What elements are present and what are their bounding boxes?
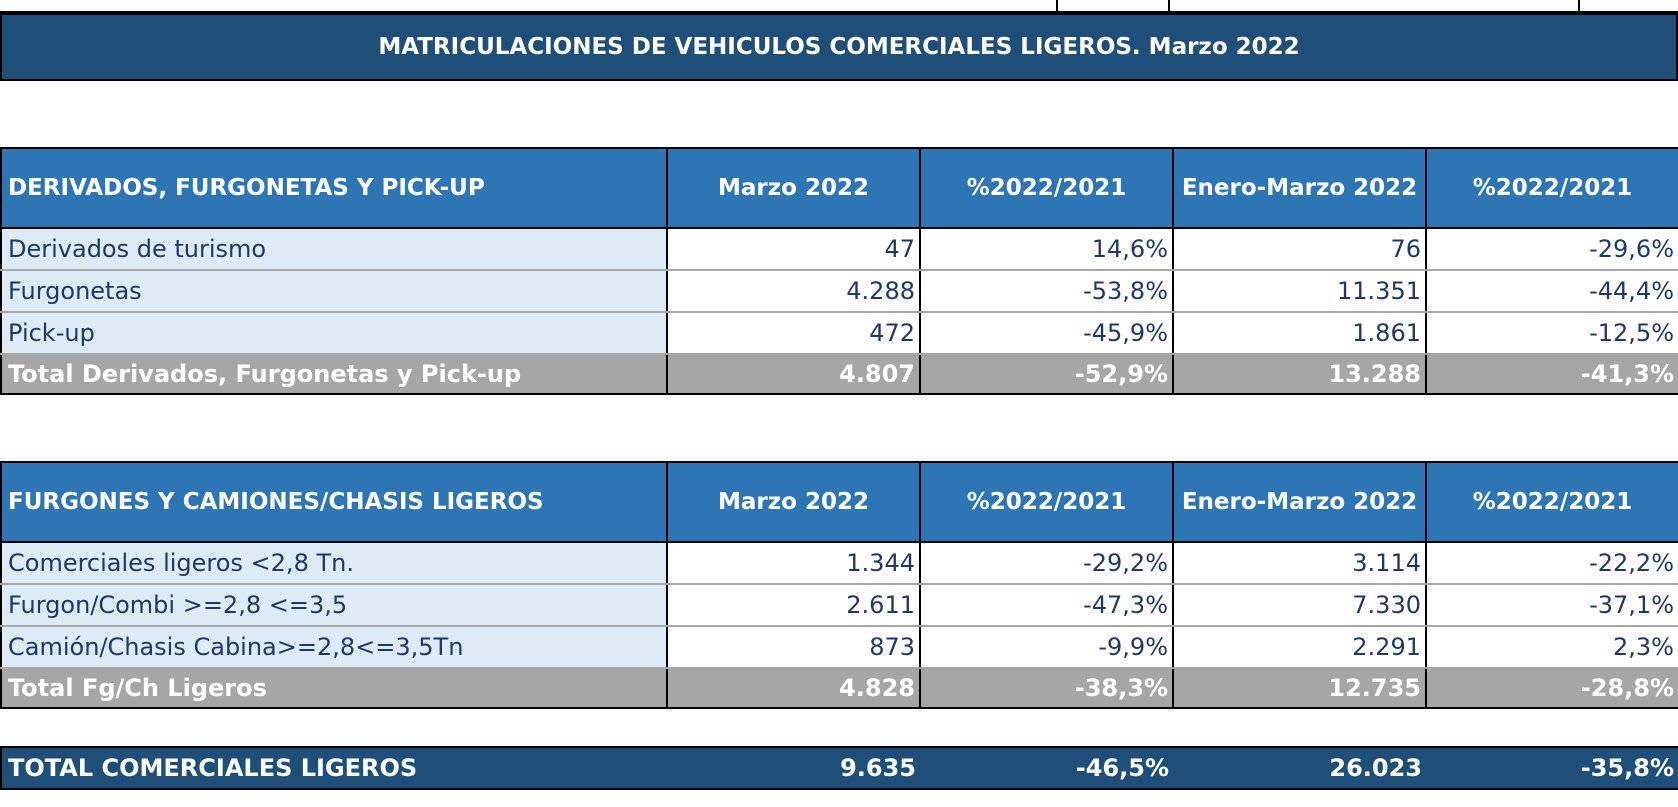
- cell-pct-ytd: -44,4%: [1425, 269, 1678, 313]
- cell-pct-month: -29,2%: [919, 541, 1174, 585]
- column-header-ytd: Enero-Marzo 2022: [1172, 461, 1427, 543]
- total-ytd: 13.288: [1172, 353, 1427, 395]
- cell-month: 47: [666, 227, 921, 271]
- total-label: Total Fg/Ch Ligeros: [0, 667, 668, 709]
- cell-month: 873: [666, 625, 921, 669]
- total-row: Total Fg/Ch Ligeros 4.828 -38,3% 12.735 …: [0, 667, 1678, 709]
- cell-ytd: 2.291: [1172, 625, 1427, 669]
- cell-pct-month: -47,3%: [919, 583, 1174, 627]
- total-label: Total Derivados, Furgonetas y Pick-up: [0, 353, 668, 395]
- table-header-row: DERIVADOS, FURGONETAS Y PICK-UP Marzo 20…: [0, 147, 1678, 229]
- cell-ytd: 76: [1172, 227, 1427, 271]
- section-header: DERIVADOS, FURGONETAS Y PICK-UP: [0, 147, 668, 229]
- report-title: MATRICULACIONES DE VEHICULOS COMERCIALES…: [0, 13, 1678, 81]
- cell-pct-month: -53,8%: [919, 269, 1174, 313]
- cell-ytd: 3.114: [1172, 541, 1427, 585]
- cell-pct-month: 14,6%: [919, 227, 1174, 271]
- cell-pct-ytd: -37,1%: [1425, 583, 1678, 627]
- cell-month: 472: [666, 311, 921, 355]
- grand-total-label: TOTAL COMERCIALES LIGEROS: [0, 746, 667, 790]
- table-row: Comerciales ligeros <2,8 Tn. 1.344 -29,2…: [0, 541, 1678, 585]
- column-divider: [1578, 0, 1580, 12]
- grand-total-month: 9.635: [667, 746, 920, 790]
- row-label: Comerciales ligeros <2,8 Tn.: [0, 541, 668, 585]
- cell-month: 1.344: [666, 541, 921, 585]
- cell-ytd: 7.330: [1172, 583, 1427, 627]
- column-header-month: Marzo 2022: [666, 461, 921, 543]
- table-row: Camión/Chasis Cabina>=2,8<=3,5Tn 873 -9,…: [0, 625, 1678, 669]
- total-pct-month: -52,9%: [919, 353, 1174, 395]
- section-header: FURGONES Y CAMIONES/CHASIS LIGEROS: [0, 461, 668, 543]
- previous-table-edge: [0, 0, 1678, 13]
- cell-pct-ytd: -12,5%: [1425, 311, 1678, 355]
- total-ytd: 12.735: [1172, 667, 1427, 709]
- table-row: Pick-up 472 -45,9% 1.861 -12,5%: [0, 311, 1678, 355]
- total-pct-month: -38,3%: [919, 667, 1174, 709]
- total-month: 4.807: [666, 353, 921, 395]
- total-month: 4.828: [666, 667, 921, 709]
- row-label: Pick-up: [0, 311, 668, 355]
- total-row: Total Derivados, Furgonetas y Pick-up 4.…: [0, 353, 1678, 395]
- total-pct-ytd: -41,3%: [1425, 353, 1678, 395]
- column-header-month: Marzo 2022: [666, 147, 921, 229]
- table-row: Furgon/Combi >=2,8 <=3,5 2.611 -47,3% 7.…: [0, 583, 1678, 627]
- row-label: Camión/Chasis Cabina>=2,8<=3,5Tn: [0, 625, 668, 669]
- column-divider: [1056, 0, 1058, 12]
- cell-pct-month: -45,9%: [919, 311, 1174, 355]
- table-derivados-furgonetas-pickup: DERIVADOS, FURGONETAS Y PICK-UP Marzo 20…: [0, 147, 1678, 395]
- column-divider: [1168, 0, 1170, 12]
- table-furgones-camiones-chasis: FURGONES Y CAMIONES/CHASIS LIGEROS Marzo…: [0, 461, 1678, 709]
- table-grand-total: TOTAL COMERCIALES LIGEROS 9.635 -46,5% 2…: [0, 746, 1678, 790]
- table-header-row: FURGONES Y CAMIONES/CHASIS LIGEROS Marzo…: [0, 461, 1678, 543]
- column-header-pct-ytd: %2022/2021: [1425, 147, 1678, 229]
- cell-month: 4.288: [666, 269, 921, 313]
- cell-month: 2.611: [666, 583, 921, 627]
- row-label: Furgonetas: [0, 269, 668, 313]
- column-header-pct-ytd: %2022/2021: [1425, 461, 1678, 543]
- column-header-pct-month: %2022/2021: [919, 461, 1174, 543]
- column-header-ytd: Enero-Marzo 2022: [1172, 147, 1427, 229]
- grand-total-ytd: 26.023: [1173, 746, 1426, 790]
- column-header-pct-month: %2022/2021: [919, 147, 1174, 229]
- table-row: Derivados de turismo 47 14,6% 76 -29,6%: [0, 227, 1678, 271]
- row-label: Derivados de turismo: [0, 227, 668, 271]
- grand-total-pct-month: -46,5%: [920, 746, 1173, 790]
- cell-ytd: 1.861: [1172, 311, 1427, 355]
- cell-pct-ytd: 2,3%: [1425, 625, 1678, 669]
- table-row: Furgonetas 4.288 -53,8% 11.351 -44,4%: [0, 269, 1678, 313]
- grand-total-row: TOTAL COMERCIALES LIGEROS 9.635 -46,5% 2…: [0, 746, 1678, 790]
- cell-pct-month: -9,9%: [919, 625, 1174, 669]
- cell-pct-ytd: -22,2%: [1425, 541, 1678, 585]
- cell-ytd: 11.351: [1172, 269, 1427, 313]
- cell-pct-ytd: -29,6%: [1425, 227, 1678, 271]
- grand-total-pct-ytd: -35,8%: [1426, 746, 1678, 790]
- row-label: Furgon/Combi >=2,8 <=3,5: [0, 583, 668, 627]
- total-pct-ytd: -28,8%: [1425, 667, 1678, 709]
